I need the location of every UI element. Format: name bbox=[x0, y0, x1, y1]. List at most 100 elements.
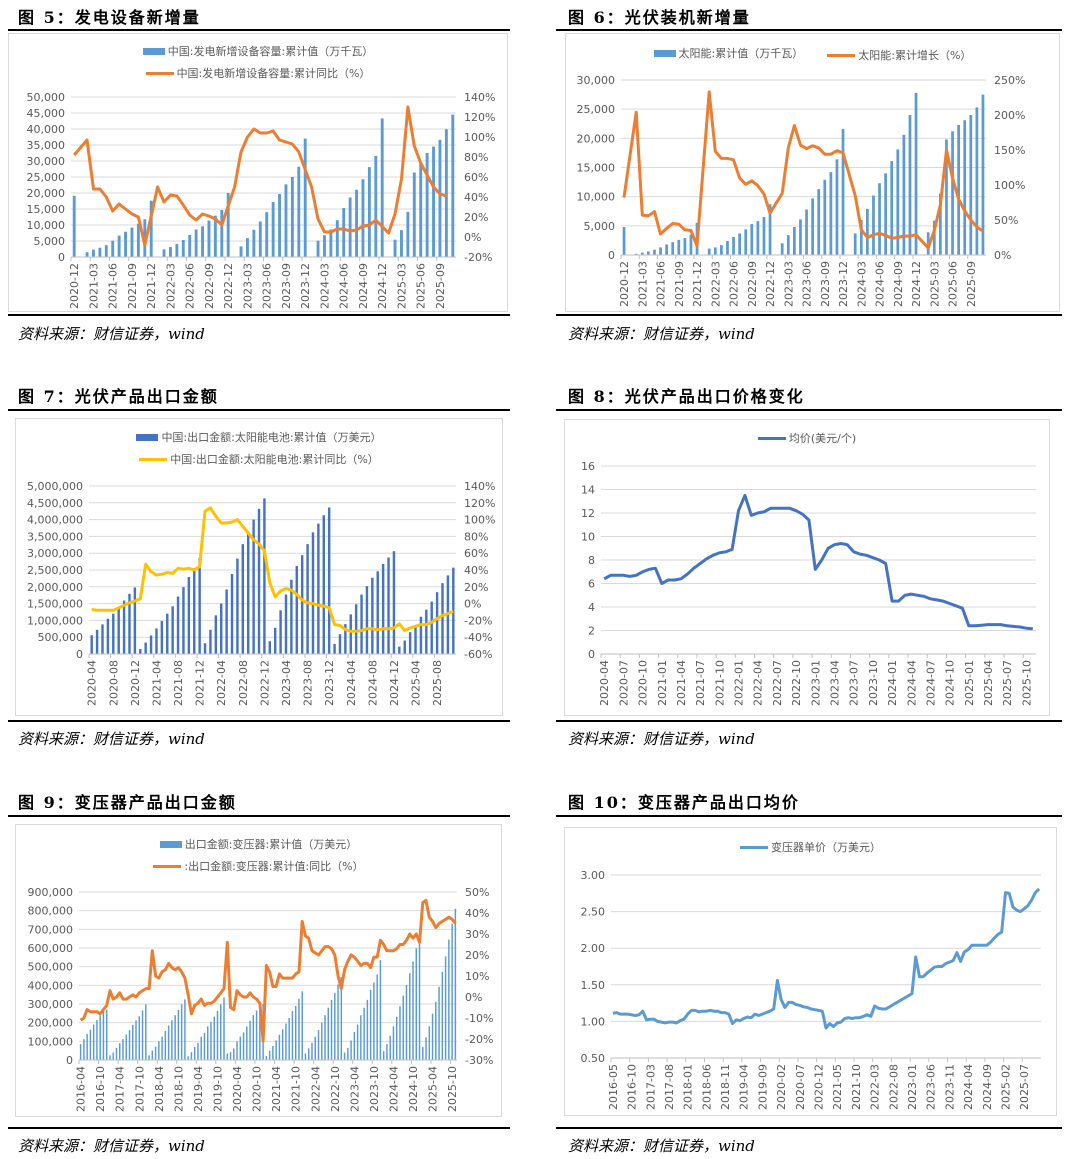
x-tick-label: 2022-07 bbox=[771, 660, 784, 706]
y-left-tick-label: 12 bbox=[581, 507, 595, 520]
bar bbox=[340, 976, 343, 1060]
bar bbox=[241, 544, 245, 654]
bar bbox=[92, 249, 95, 257]
y-left-tick-label: 5,000 bbox=[34, 235, 66, 248]
bar bbox=[294, 1005, 297, 1060]
bar bbox=[246, 238, 249, 257]
legend-label: 出口金额:变压器:累计值（万美元） bbox=[184, 838, 358, 851]
bar bbox=[640, 252, 644, 255]
bar bbox=[768, 204, 772, 255]
title-rule bbox=[8, 815, 510, 817]
bar bbox=[161, 1036, 163, 1060]
y-left-tick-label: 600,000 bbox=[28, 942, 74, 955]
bar bbox=[158, 1041, 160, 1060]
bar bbox=[805, 209, 808, 255]
y-right-tick-label: 20% bbox=[464, 581, 488, 594]
bar bbox=[356, 1024, 359, 1060]
bar bbox=[366, 999, 369, 1060]
y-right-tick-label: -20% bbox=[464, 614, 492, 627]
bar bbox=[233, 1048, 235, 1060]
figure-9-source: 资料来源：财信证券，wind bbox=[18, 1137, 205, 1155]
bottom-rule bbox=[8, 720, 510, 722]
bar bbox=[190, 1052, 193, 1060]
bar bbox=[431, 1013, 434, 1060]
bar bbox=[392, 1026, 395, 1060]
x-tick-label: 2025-08 bbox=[431, 660, 444, 706]
y-right-tick-label: 20% bbox=[465, 949, 489, 962]
x-tick-label: 2024-09 bbox=[892, 261, 905, 307]
bar bbox=[323, 235, 326, 257]
title-rule bbox=[556, 409, 1062, 411]
x-tick-label: 2021-04 bbox=[675, 660, 688, 706]
bar bbox=[317, 523, 320, 654]
bar bbox=[268, 1050, 271, 1060]
x-tick-label: 2022-03 bbox=[709, 261, 722, 307]
x-tick-label: 2019-04 bbox=[738, 1064, 751, 1110]
bar bbox=[154, 1046, 157, 1060]
y-left-tick-label: 15,000 bbox=[577, 162, 616, 175]
bar bbox=[198, 558, 201, 654]
series-line bbox=[612, 887, 1041, 1030]
y-left-tick-label: 14 bbox=[581, 484, 595, 497]
bar bbox=[902, 134, 906, 255]
y-left-tick-label: 5,000 bbox=[584, 220, 616, 233]
bar bbox=[145, 1004, 147, 1060]
series-line bbox=[79, 898, 457, 1043]
bar bbox=[105, 1009, 108, 1060]
bar bbox=[441, 971, 444, 1060]
bar bbox=[96, 1020, 98, 1060]
bar bbox=[206, 1026, 209, 1060]
bar bbox=[975, 107, 979, 256]
y-left-tick-label: 50,000 bbox=[27, 91, 66, 104]
x-tick-label: 2022-10 bbox=[329, 1066, 342, 1112]
x-tick-label: 2021-10 bbox=[290, 1066, 303, 1112]
x-tick-label: 2025-01 bbox=[963, 660, 976, 706]
bar bbox=[444, 956, 447, 1060]
x-tick-label: 2023-03 bbox=[782, 261, 795, 307]
x-tick-label: 2021-12 bbox=[691, 261, 704, 307]
bar bbox=[327, 1007, 330, 1060]
x-tick-label: 2025-03 bbox=[395, 263, 408, 309]
bar bbox=[263, 498, 266, 654]
bar bbox=[124, 231, 127, 257]
line-swatch-icon bbox=[153, 864, 182, 868]
legend-label: 太阳能:累计增长（%） bbox=[858, 49, 972, 62]
solar-export-price-chart: 均价(美元/个) 0 2 4 6 8 10 12 14 16 2020-04 2020-07 2020-… bbox=[564, 419, 1050, 716]
x-tick-label: 2024-01 bbox=[886, 660, 899, 706]
bar bbox=[303, 138, 307, 257]
bar bbox=[392, 551, 396, 654]
y-left-tick-label: 500,000 bbox=[28, 961, 74, 974]
chart-legend: 变压器单价（万美元） bbox=[565, 836, 1056, 858]
bar bbox=[841, 129, 845, 255]
chart-legend: 太阳能:累计值（万千瓦） 太阳能:累计增长（%） bbox=[566, 42, 1059, 66]
x-tick-label: 2025-09 bbox=[965, 261, 978, 307]
bar bbox=[298, 998, 300, 1060]
bar bbox=[945, 139, 948, 255]
bar bbox=[363, 1007, 365, 1060]
chart-plot: 0.50 1.00 1.50 2.00 2.50 3.00 2016-05 2016-10 20… bbox=[581, 869, 1041, 1110]
bar bbox=[408, 632, 412, 654]
chart-plot: 0 500,000 1,000,000 1,500,000 2,000,000 2,500… bbox=[27, 480, 495, 706]
bar bbox=[174, 1015, 176, 1060]
bar bbox=[197, 1042, 199, 1060]
bar bbox=[957, 124, 960, 256]
bar bbox=[441, 583, 444, 654]
x-tick-label: 2024-04 bbox=[962, 1064, 975, 1110]
x-tick-label: 2017-03 bbox=[644, 1064, 657, 1110]
legend-label: 太阳能:累计值（万千瓦） bbox=[678, 47, 804, 60]
bar bbox=[117, 235, 121, 257]
x-tick-label: 2024-07 bbox=[924, 660, 937, 706]
bar bbox=[141, 1010, 144, 1060]
x-tick-label: 2023-12 bbox=[323, 660, 336, 706]
y-right-tick-label: 20% bbox=[464, 211, 488, 224]
y-left-tick-label: 2.00 bbox=[581, 942, 606, 955]
bar bbox=[448, 939, 450, 1060]
legend-item: 中国:发电新增设备容量:累计值（万千瓦） bbox=[21, 40, 495, 62]
bar bbox=[128, 1030, 131, 1060]
bar bbox=[343, 1052, 346, 1060]
y-right-tick-label: 120% bbox=[464, 111, 495, 124]
y-right-tick-label: 120% bbox=[464, 497, 495, 510]
bar bbox=[451, 923, 453, 1060]
bar bbox=[307, 1048, 310, 1060]
y-left-tick-label: 8 bbox=[588, 554, 595, 567]
